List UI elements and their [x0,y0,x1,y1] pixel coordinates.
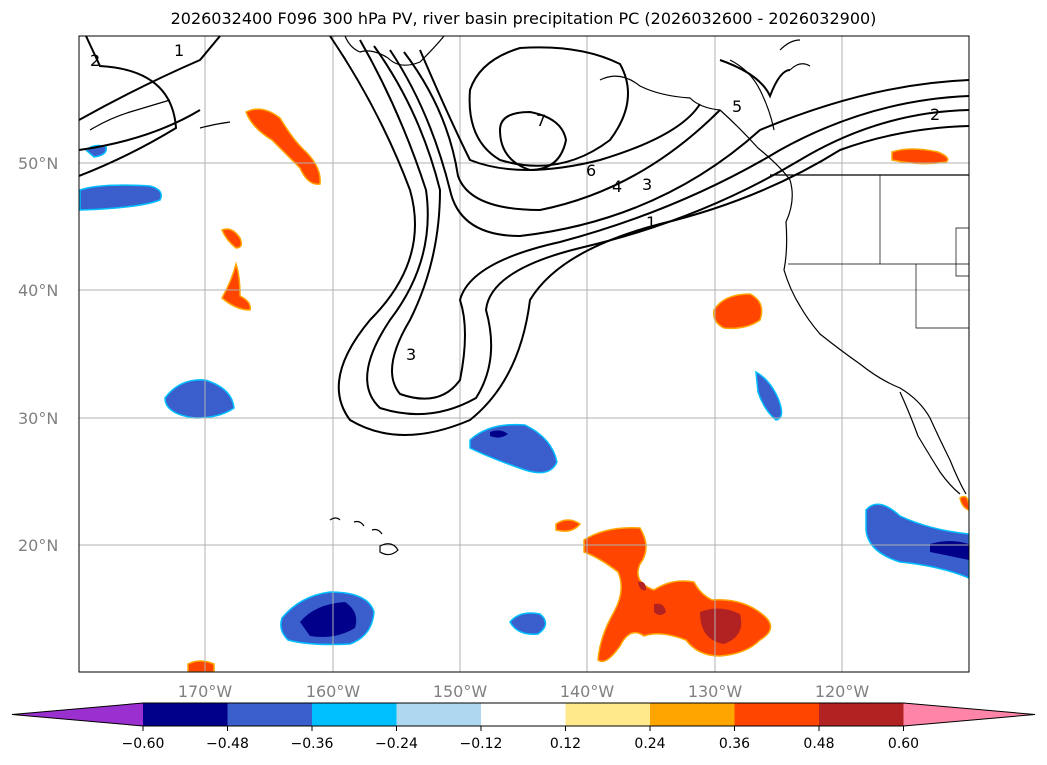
colorbar-tick-label: 0.24 [634,736,665,752]
pv-label: 2 [930,105,940,124]
pv-label: 2 [90,51,100,70]
colorbar-segment [312,703,397,726]
lon-label: 170°W [178,682,233,701]
latitude-labels: 50°N 40°N 30°N 20°N [18,154,58,555]
lon-label: 150°W [433,682,488,701]
colorbar-segment [650,703,735,726]
colorbar-tick-label: −0.24 [375,736,418,752]
gridlines [79,36,969,672]
colorbar-segment [396,703,482,726]
pv-label: 4 [612,177,622,196]
pv-label: 1 [174,41,184,60]
lon-label: 130°W [688,682,743,701]
lon-label: 120°W [815,682,870,701]
colorbar-segment [143,703,228,726]
pv-label: 3 [406,345,416,364]
lat-label: 40°N [18,281,58,300]
state-borders [788,175,969,329]
colorbar-segment [819,703,904,726]
colorbar-tick-label: −0.48 [206,736,249,752]
colorbar-tick-label: 0.12 [550,736,581,752]
colorbar-tick-label: −0.60 [122,736,165,752]
pv-label: 6 [586,161,596,180]
pv-contours [79,36,969,436]
pv-contour-labels: 2 1 7 6 5 4 3 1 2 3 [90,41,940,364]
hawaii-islands [329,517,399,556]
negative-precip-areas [79,144,969,646]
lat-label: 50°N [18,154,58,173]
lat-label: 30°N [18,409,58,428]
colorbar-tick-label: 0.36 [719,736,750,752]
pv-label: 3 [642,175,652,194]
map-frame [78,35,970,673]
lat-label: 20°N [18,536,58,555]
colorbar: −0.60 −0.48 −0.36 −0.24 −0.12 0.12 0.24 0.36 0.4… [11,702,1036,752]
lon-label: 160°W [306,682,361,701]
colorbar-segment [565,703,651,726]
colorbar-tick-label: 0.60 [888,736,919,752]
colorbar-segment [481,703,566,726]
colorbar-extension-left [12,703,143,726]
colorbar-tick-label: 0.48 [803,736,834,752]
pv-label: 5 [732,97,742,116]
lon-label: 140°W [560,682,615,701]
coastlines [89,36,969,495]
positive-precip-areas [187,108,969,672]
colorbar-extension-right [903,703,1035,726]
pv-label: 7 [536,111,546,130]
colorbar-tick-label: −0.36 [291,736,334,752]
map-title: 2026032400 F096 300 hPa PV, river basin … [170,9,877,28]
pv-label: 1 [646,213,656,232]
longitude-labels: 170°W 160°W 150°W 140°W 130°W 120°W [178,682,870,701]
map-panel [79,36,969,672]
colorbar-tick-label: −0.12 [460,736,503,752]
colorbar-segment [734,703,820,726]
colorbar-segment [227,703,313,726]
